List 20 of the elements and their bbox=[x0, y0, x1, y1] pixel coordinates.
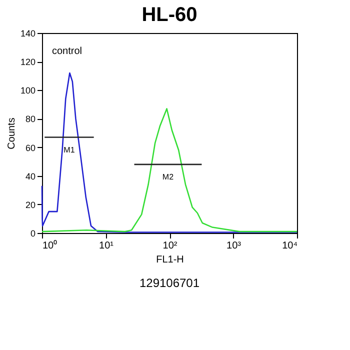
x-tick-label: 10² bbox=[162, 240, 178, 252]
x-axis-title: FL1-H bbox=[156, 254, 184, 266]
y-tick-label: 0 bbox=[30, 228, 36, 238]
y-tick-label: 20 bbox=[25, 200, 36, 210]
y-axis-title: Counts bbox=[6, 118, 18, 150]
series-label: M2 bbox=[162, 172, 174, 182]
series-label: M1 bbox=[64, 145, 76, 154]
x-tick-label: 10⁰ bbox=[42, 240, 58, 252]
chart-title: HL-60 bbox=[142, 4, 198, 26]
x-tick-label: 10⁴ bbox=[282, 240, 298, 252]
x-tick-label: 10³ bbox=[226, 240, 242, 252]
x-tick-label: 10¹ bbox=[99, 240, 114, 252]
y-tick-label: 120 bbox=[20, 57, 36, 68]
y-tick-label: 60 bbox=[25, 142, 36, 153]
y-tick-label: 140 bbox=[20, 28, 36, 38]
y-tick-label: 100 bbox=[20, 86, 36, 96]
y-tick-label: 40 bbox=[25, 171, 36, 182]
y-tick-label: 80 bbox=[25, 114, 36, 124]
annotation: control bbox=[52, 46, 82, 57]
text: 129106701 bbox=[139, 276, 200, 290]
